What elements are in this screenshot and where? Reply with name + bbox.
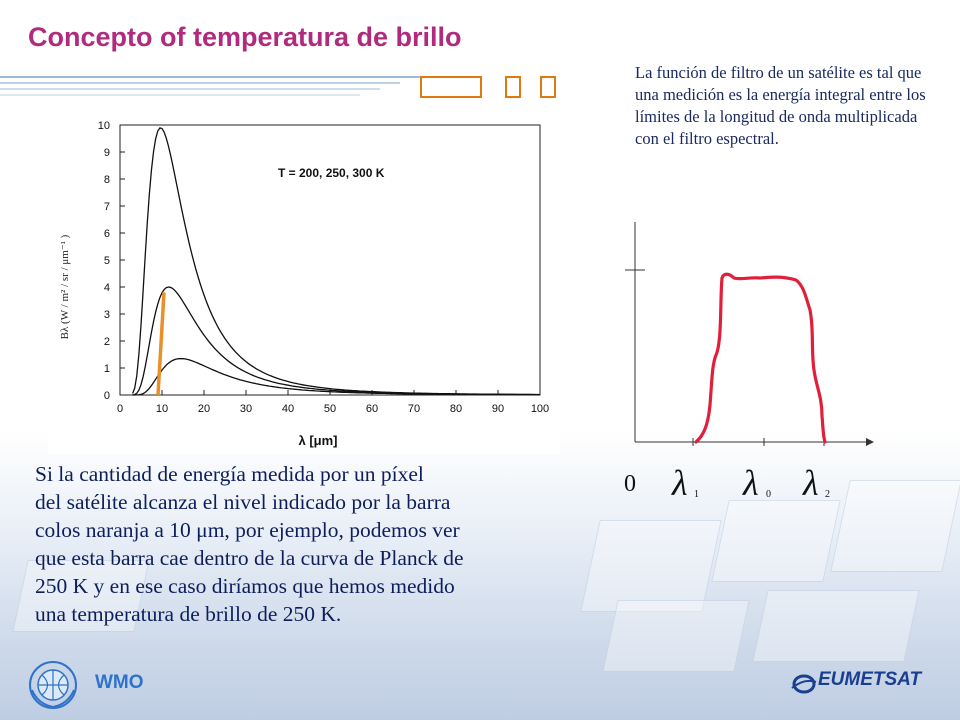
lambda-subscript: 2 xyxy=(825,489,830,500)
chart-curves xyxy=(131,127,540,396)
body-line: una temperatura de brillo de 250 K. xyxy=(35,602,342,626)
lambda-subscript: 1 xyxy=(694,489,699,500)
filter-x-label-0: 0 xyxy=(624,471,636,497)
y-tick-label: 3 xyxy=(104,309,110,321)
x-tick-label: 30 xyxy=(240,403,252,415)
body-line: que esta barra cae dentro de la curva de… xyxy=(35,546,464,570)
y-tick-label: 7 xyxy=(104,201,110,213)
x-tick-label: 20 xyxy=(198,403,210,415)
decorative-box xyxy=(505,76,521,98)
slide-title: Concepto of temperatura de brillo xyxy=(28,22,462,52)
decorative-box xyxy=(540,76,556,98)
body-line: 250 K y en ese caso diríamos que hemos m… xyxy=(35,574,455,598)
y-tick-label: 2 xyxy=(104,336,110,348)
footer-eumetsat-label: EUMETSAT xyxy=(818,669,922,690)
x-tick-label: 90 xyxy=(492,403,504,415)
chart-x-axis-label: λ [μm] xyxy=(298,433,337,448)
planck-curve-200k xyxy=(132,357,540,396)
y-tick-label: 9 xyxy=(104,147,110,159)
decorative-box xyxy=(420,76,482,98)
filter-x-label-lambda0: λ 0 xyxy=(742,463,771,503)
x-tick-label: 50 xyxy=(324,403,336,415)
x-tick-label: 80 xyxy=(450,403,462,415)
x-tick-label: 100 xyxy=(531,403,549,415)
x-tick-label: 10 xyxy=(156,403,168,415)
filter-x-label-lambda1: λ 1 xyxy=(671,463,699,503)
chart-y-axis-label: Bλ (W / m² / sr / μm⁻¹ ) xyxy=(59,234,71,339)
filter-response-curve xyxy=(694,272,827,444)
lambda-symbol: λ xyxy=(671,463,688,503)
body-line: colos naranja a 10 μm, por ejemplo, pode… xyxy=(35,518,460,542)
lambda-symbol: λ xyxy=(742,463,759,503)
body-line: del satélite alcanza el nivel indicado p… xyxy=(35,490,451,514)
y-tick-label: 6 xyxy=(104,228,110,240)
orange-measurement-bar xyxy=(156,292,166,396)
body-paragraph: Si la cantidad de energía medida por un … xyxy=(35,460,580,628)
filter-x-axis-arrow xyxy=(866,438,874,446)
lambda-symbol: λ xyxy=(802,463,819,503)
x-tick-label: 40 xyxy=(282,403,294,415)
lambda-subscript: 0 xyxy=(766,489,771,500)
wmo-logo-icon xyxy=(29,661,77,709)
background-tile xyxy=(752,590,920,662)
filter-note: La función de filtro de un satélite es t… xyxy=(635,63,926,148)
filter-chart: 0 λ 1 λ 0 λ 2 xyxy=(624,222,874,503)
x-tick-label: 70 xyxy=(408,403,420,415)
y-tick-label: 10 xyxy=(98,120,110,132)
planck-chart: Bλ (W / m² / sr / μm⁻¹ ) 0 10 20 30 40 50 60 70… xyxy=(48,102,560,454)
y-tick-label: 8 xyxy=(104,174,110,186)
y-tick-label: 5 xyxy=(104,255,110,267)
y-tick-label: 0 xyxy=(104,390,110,402)
body-line: Si la cantidad de energía medida por un … xyxy=(35,462,424,486)
y-tick-label: 4 xyxy=(104,282,110,294)
x-tick-label: 0 xyxy=(117,403,123,415)
background-tile xyxy=(580,520,722,612)
chart-title-text: T = 200, 250, 300 K xyxy=(278,166,385,180)
filter-x-label-lambda2: λ 2 xyxy=(802,463,830,503)
eumetsat-logo-icon xyxy=(791,674,817,694)
background-gradient xyxy=(0,430,960,720)
y-tick-label: 1 xyxy=(104,363,110,375)
background-tile xyxy=(711,500,841,582)
footer-wmo-label: WMO xyxy=(95,672,144,693)
x-tick-label: 60 xyxy=(366,403,378,415)
background-tile xyxy=(602,600,750,672)
chart-axes: 0 10 20 30 40 50 60 70 80 90 100 0 1 2 3 4 5 6 7 8 9 10 xyxy=(98,120,549,415)
